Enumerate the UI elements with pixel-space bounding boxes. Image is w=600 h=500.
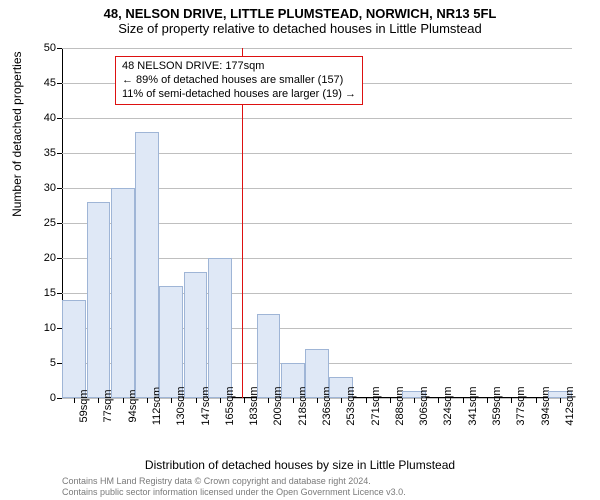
- x-tick-label: 253sqm: [345, 386, 357, 425]
- x-tick-label: 377sqm: [515, 386, 527, 425]
- annotation-line: 48 NELSON DRIVE: 177sqm: [122, 60, 356, 74]
- x-tick-mark: [171, 398, 172, 403]
- y-tick-mark: [57, 153, 62, 154]
- x-tick-label: 324sqm: [442, 386, 454, 425]
- x-tick-mark: [341, 398, 342, 403]
- x-tick-mark: [220, 398, 221, 403]
- y-tick-label: 10: [44, 322, 56, 334]
- histogram-bar: [159, 286, 183, 398]
- x-tick-label: 271sqm: [370, 386, 382, 425]
- x-tick-label: 341sqm: [467, 386, 479, 425]
- x-tick-mark: [487, 398, 488, 403]
- histogram-bar: [111, 188, 135, 398]
- annotation-box: 48 NELSON DRIVE: 177sqm← 89% of detached…: [115, 56, 363, 105]
- footer-line: Contains public sector information licen…: [62, 487, 406, 498]
- x-tick-mark: [414, 398, 415, 403]
- x-tick-mark: [560, 398, 561, 403]
- x-tick-mark: [463, 398, 464, 403]
- annotation-line: 11% of semi-detached houses are larger (…: [122, 88, 356, 102]
- y-tick-mark: [57, 48, 62, 49]
- y-tick-label: 40: [44, 112, 56, 124]
- x-tick-mark: [317, 398, 318, 403]
- y-tick-mark: [57, 83, 62, 84]
- x-tick-label: 306sqm: [418, 386, 430, 425]
- y-tick-label: 15: [44, 287, 56, 299]
- x-tick-mark: [74, 398, 75, 403]
- footer-attribution: Contains HM Land Registry data © Crown c…: [62, 476, 406, 498]
- y-tick-mark: [57, 118, 62, 119]
- grid-line: [62, 48, 572, 49]
- y-tick-mark: [57, 258, 62, 259]
- histogram-bar: [135, 132, 159, 398]
- y-tick-mark: [57, 188, 62, 189]
- y-tick-mark: [57, 398, 62, 399]
- x-tick-label: 359sqm: [491, 386, 503, 425]
- y-tick-label: 0: [50, 392, 56, 404]
- x-axis-label: Distribution of detached houses by size …: [0, 458, 600, 472]
- y-tick-mark: [57, 223, 62, 224]
- y-tick-mark: [57, 293, 62, 294]
- annotation-line: ← 89% of detached houses are smaller (15…: [122, 74, 356, 88]
- x-tick-mark: [196, 398, 197, 403]
- footer-line: Contains HM Land Registry data © Crown c…: [62, 476, 406, 487]
- grid-line: [62, 118, 572, 119]
- x-tick-mark: [293, 398, 294, 403]
- x-tick-mark: [390, 398, 391, 403]
- x-tick-label: 412sqm: [564, 386, 576, 425]
- y-tick-label: 35: [44, 147, 56, 159]
- y-tick-label: 45: [44, 77, 56, 89]
- histogram-bar: [184, 272, 208, 398]
- histogram-bar: [87, 202, 111, 398]
- x-tick-mark: [98, 398, 99, 403]
- x-tick-mark: [268, 398, 269, 403]
- x-tick-mark: [536, 398, 537, 403]
- x-tick-mark: [511, 398, 512, 403]
- y-tick-label: 20: [44, 252, 56, 264]
- x-tick-mark: [366, 398, 367, 403]
- y-axis-label: Number of detached properties: [10, 51, 24, 216]
- histogram-bar: [257, 314, 281, 398]
- x-tick-mark: [123, 398, 124, 403]
- x-tick-mark: [438, 398, 439, 403]
- histogram-bar: [62, 300, 86, 398]
- y-tick-label: 30: [44, 182, 56, 194]
- histogram-bar: [208, 258, 232, 398]
- y-tick-label: 25: [44, 217, 56, 229]
- page-subtitle: Size of property relative to detached ho…: [0, 21, 600, 38]
- y-tick-label: 5: [50, 357, 56, 369]
- x-tick-label: 165sqm: [224, 386, 236, 425]
- page-title: 48, NELSON DRIVE, LITTLE PLUMSTEAD, NORW…: [0, 0, 600, 21]
- x-tick-mark: [244, 398, 245, 403]
- y-tick-label: 50: [44, 42, 56, 54]
- x-tick-mark: [147, 398, 148, 403]
